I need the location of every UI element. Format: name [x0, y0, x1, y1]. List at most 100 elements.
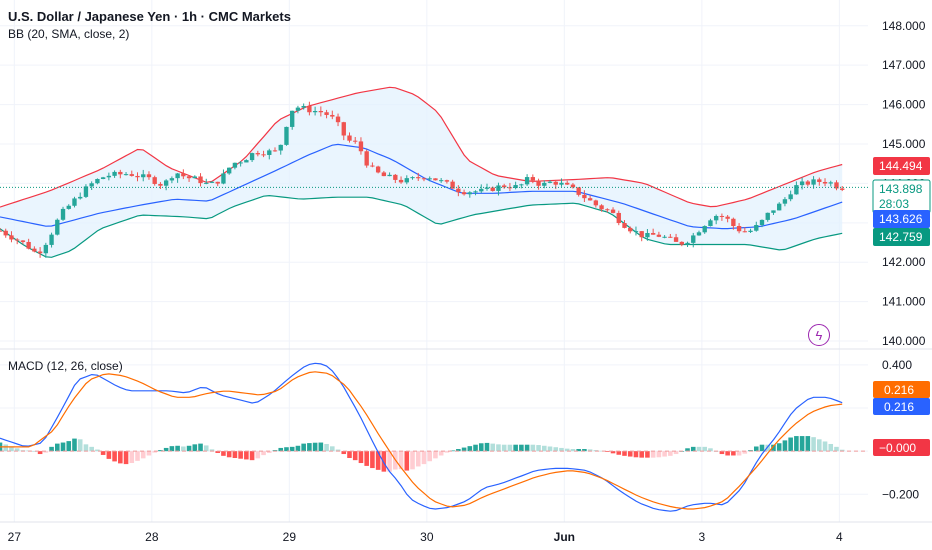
candle [656, 231, 662, 238]
candle [799, 177, 805, 190]
histogram-bar [496, 444, 501, 452]
candle-body [272, 150, 278, 152]
histogram-bar [742, 451, 748, 454]
candle [410, 176, 415, 180]
candle-body [748, 230, 753, 232]
histogram-bar [421, 451, 427, 465]
bollinger-legend[interactable]: BB (20, SMA, close, 2) [8, 27, 130, 41]
candle [43, 242, 49, 258]
histogram-bar [215, 451, 221, 453]
candle-body [221, 173, 226, 184]
histogram-bar [524, 444, 530, 452]
histogram-bar [278, 447, 284, 452]
candle [536, 178, 541, 190]
histogram-bar [335, 449, 341, 452]
candle [186, 175, 192, 182]
lightning-bolt-icon[interactable]: ϟ [808, 324, 830, 346]
candle [691, 232, 696, 248]
macd-histogram [0, 436, 845, 472]
candle [209, 181, 215, 184]
candle [817, 177, 822, 186]
histogram-bar [639, 451, 644, 458]
candle [565, 180, 570, 185]
candle-body [284, 126, 289, 145]
candle [840, 185, 845, 192]
candle [3, 228, 8, 238]
candle-body [146, 174, 152, 178]
candle-body [519, 184, 524, 186]
histogram-bar [146, 451, 152, 456]
candle [226, 167, 232, 175]
histogram-bar [622, 451, 627, 456]
candle-body [66, 205, 71, 209]
badge-basis-text: 143.626 [879, 212, 923, 226]
candle [811, 176, 816, 189]
candle-body [26, 241, 31, 249]
histogram-bar [66, 441, 72, 452]
candle [60, 206, 66, 221]
candle-body [496, 185, 501, 191]
candle-body [301, 105, 306, 108]
histogram-bar [702, 446, 708, 452]
candle-body [696, 232, 702, 236]
candle-body [628, 227, 633, 232]
candle [633, 226, 639, 236]
histogram-bar [433, 451, 438, 459]
candle [244, 159, 249, 163]
histogram-bar [106, 451, 112, 459]
candle [398, 176, 404, 184]
histogram-bar [181, 446, 186, 452]
candle [696, 230, 702, 236]
candle [169, 176, 175, 184]
histogram-bar [135, 451, 140, 461]
candle-body [72, 198, 77, 206]
histogram-bar [284, 447, 289, 452]
candle [456, 185, 461, 197]
candle [370, 162, 375, 168]
histogram-bar [685, 448, 690, 452]
candle-body [542, 182, 547, 186]
histogram-bar [805, 436, 811, 452]
histogram-bar [490, 443, 496, 452]
candle-body [198, 176, 203, 184]
candle [118, 169, 123, 179]
histogram-bar [43, 451, 49, 453]
candle [163, 179, 169, 191]
candle-body [78, 196, 83, 199]
price-axis[interactable]: 148.000147.000146.000145.000144.000143.0… [882, 19, 926, 348]
bollinger-upper-band [0, 86, 843, 208]
candle-body [152, 177, 157, 184]
candle-body [393, 174, 398, 180]
candle [805, 180, 811, 187]
candle [26, 238, 31, 250]
candle-body [175, 173, 180, 179]
macd-legend[interactable]: MACD (12, 26, close) [8, 359, 123, 373]
candle [55, 218, 60, 236]
candle-body [673, 237, 679, 242]
price-tick-label: 148.000 [882, 19, 926, 33]
candle-body [100, 177, 106, 179]
candle [312, 106, 318, 116]
histogram-bar [186, 445, 192, 452]
candle [181, 169, 186, 180]
candle-body [691, 235, 696, 243]
time-axis[interactable]: 27 28 29 30 Jun 3 4 [8, 530, 843, 544]
histogram-bar [456, 449, 461, 452]
candle-body [347, 135, 352, 141]
histogram-bar [232, 451, 238, 458]
candle [32, 246, 37, 253]
badge-countdown-text: 28:03 [879, 197, 909, 211]
candle-body [244, 160, 249, 163]
histogram-bar [673, 451, 679, 455]
histogram-bar [266, 451, 272, 453]
candle-body [834, 182, 839, 189]
candle-body [15, 239, 20, 241]
badge-histogram-text: −0.000 [879, 441, 916, 455]
candle [301, 103, 306, 110]
macd-axis[interactable]: 0.4000.200−0.200 [882, 358, 919, 501]
candle-body [553, 181, 558, 185]
candle-body [358, 141, 364, 152]
histogram-bar [587, 449, 593, 452]
candle [158, 182, 163, 189]
